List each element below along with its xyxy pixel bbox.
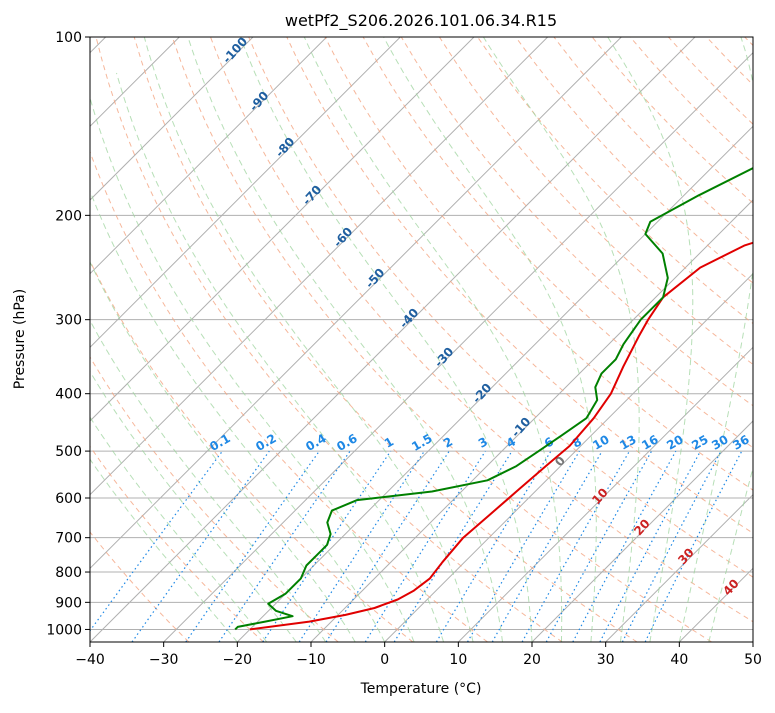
mixing-ratio-label: 10 — [590, 432, 611, 452]
isotherm-gridline — [0, 37, 253, 642]
dry-adiabat — [707, 37, 775, 642]
isotherm-gridline — [458, 37, 775, 642]
mixing-ratio-line — [522, 451, 629, 642]
y-tick-label: 200 — [55, 208, 82, 224]
dry-adiabat — [20, 37, 413, 642]
x-tick-label: −30 — [149, 652, 179, 668]
dry-adiabat — [0, 37, 338, 642]
isotherm-gridline — [385, 37, 775, 642]
mixing-ratio-line — [132, 451, 269, 642]
isotherm-gridline — [0, 37, 327, 642]
x-axis-label: Temperature (°C) — [360, 681, 482, 697]
dry-adiabat — [554, 37, 775, 642]
moist-adiabat-label: 30 — [675, 545, 697, 567]
moist-adiabat — [188, 37, 503, 642]
dry-adiabat-label: -40 — [397, 306, 422, 331]
dry-adiabat-label: -80 — [273, 135, 298, 160]
isotherm-gridline — [164, 37, 769, 642]
mixing-ratio-label: 0.2 — [253, 431, 278, 454]
mixing-ratio-label: 13 — [617, 432, 638, 452]
x-tick-label: −40 — [75, 652, 105, 668]
x-tick-label: 20 — [523, 652, 541, 668]
moist-adiabat — [304, 37, 561, 642]
dry-adiabat — [58, 37, 488, 642]
mixing-ratio-line — [573, 451, 676, 642]
mixing-ratio-label: 25 — [689, 432, 710, 452]
y-tick-label: 600 — [55, 491, 82, 507]
moist-adiabat — [0, 202, 267, 642]
dry-adiabat-label: -70 — [300, 183, 325, 208]
y-tick-label: 100 — [55, 30, 82, 46]
dry-adiabat — [439, 37, 775, 642]
dry-adiabat — [134, 37, 637, 642]
mixing-ratio-label: 30 — [709, 432, 730, 452]
isotherm-gridline — [0, 37, 400, 642]
x-tick-label: 50 — [744, 652, 762, 668]
dry-adiabat — [0, 37, 189, 642]
mixing-ratio-label: 16 — [639, 432, 660, 452]
dry-adiabat — [516, 37, 775, 642]
isotherm-gridline — [16, 37, 621, 642]
isotherm-gridline — [0, 37, 474, 642]
y-tick-label: 800 — [55, 565, 82, 581]
x-tick-label: 30 — [597, 652, 615, 668]
moist-adiabat — [709, 37, 775, 642]
y-axis-label: Pressure (hPa) — [12, 289, 28, 389]
y-tick-label: 300 — [55, 313, 82, 329]
mixing-ratio-line — [365, 451, 485, 642]
y-tick-label: 500 — [55, 444, 82, 460]
dry-adiabat-label: -90 — [247, 89, 272, 114]
dry-adiabat-label: -100 — [220, 34, 250, 66]
mixing-ratio-label: 0.4 — [303, 431, 328, 454]
isotherm-gridline — [237, 37, 775, 642]
dry-adiabat-label: -30 — [432, 345, 457, 370]
mixing-ratio-line — [468, 451, 580, 642]
x-tick-label: 0 — [380, 652, 389, 668]
mixing-ratio-line — [82, 451, 223, 642]
mixing-ratio-label: 36 — [730, 432, 751, 452]
mixing-ratio-line — [326, 451, 449, 642]
mixing-ratio-label: 20 — [664, 432, 685, 452]
y-tick-label: 400 — [55, 387, 82, 403]
moist-adiabat — [240, 37, 532, 642]
dry-adiabat — [745, 37, 775, 642]
y-tick-label: 900 — [55, 595, 82, 611]
x-tick-label: −20 — [223, 652, 253, 668]
dry-adiabat-label: -50 — [363, 266, 388, 291]
isotherm-gridline — [753, 37, 775, 642]
chart-title: wetPf2_S206.2026.101.06.34.R15 — [285, 11, 557, 31]
dry-adiabat — [0, 37, 264, 642]
x-tick-label: 10 — [449, 652, 467, 668]
dry-adiabat-label: -20 — [470, 381, 495, 406]
moist-adiabat — [384, 37, 597, 642]
isotherm-gridline — [679, 37, 775, 642]
moist-adiabat — [67, 124, 385, 642]
moist-adiabat-label: 0 — [552, 454, 568, 470]
dry-adiabat-label: -60 — [331, 225, 356, 250]
moist-adiabat — [0, 215, 237, 642]
moist-adiabat — [89, 94, 414, 642]
mixing-ratio-label: 0.1 — [207, 431, 232, 454]
mixing-ratio-line — [299, 451, 424, 642]
dry-adiabat-label: -10 — [509, 415, 534, 440]
mixing-ratio-line — [645, 451, 742, 642]
mixing-ratio-label: 2 — [441, 434, 455, 450]
mixing-ratio-line — [546, 451, 651, 642]
y-tick-label: 700 — [55, 531, 82, 547]
plot-frame — [90, 37, 753, 642]
mixing-ratio-label: 1 — [382, 434, 396, 450]
mixing-ratio-label: 1.5 — [409, 431, 434, 454]
mixing-ratio-label: 0.6 — [334, 431, 359, 454]
moist-adiabat-label: 40 — [720, 576, 742, 598]
x-tick-label: −10 — [296, 652, 326, 668]
mixing-ratio-line — [394, 451, 512, 642]
y-tick-label: 1000 — [46, 622, 82, 638]
isotherm-gridline — [90, 37, 695, 642]
x-tick-label: 40 — [670, 652, 688, 668]
